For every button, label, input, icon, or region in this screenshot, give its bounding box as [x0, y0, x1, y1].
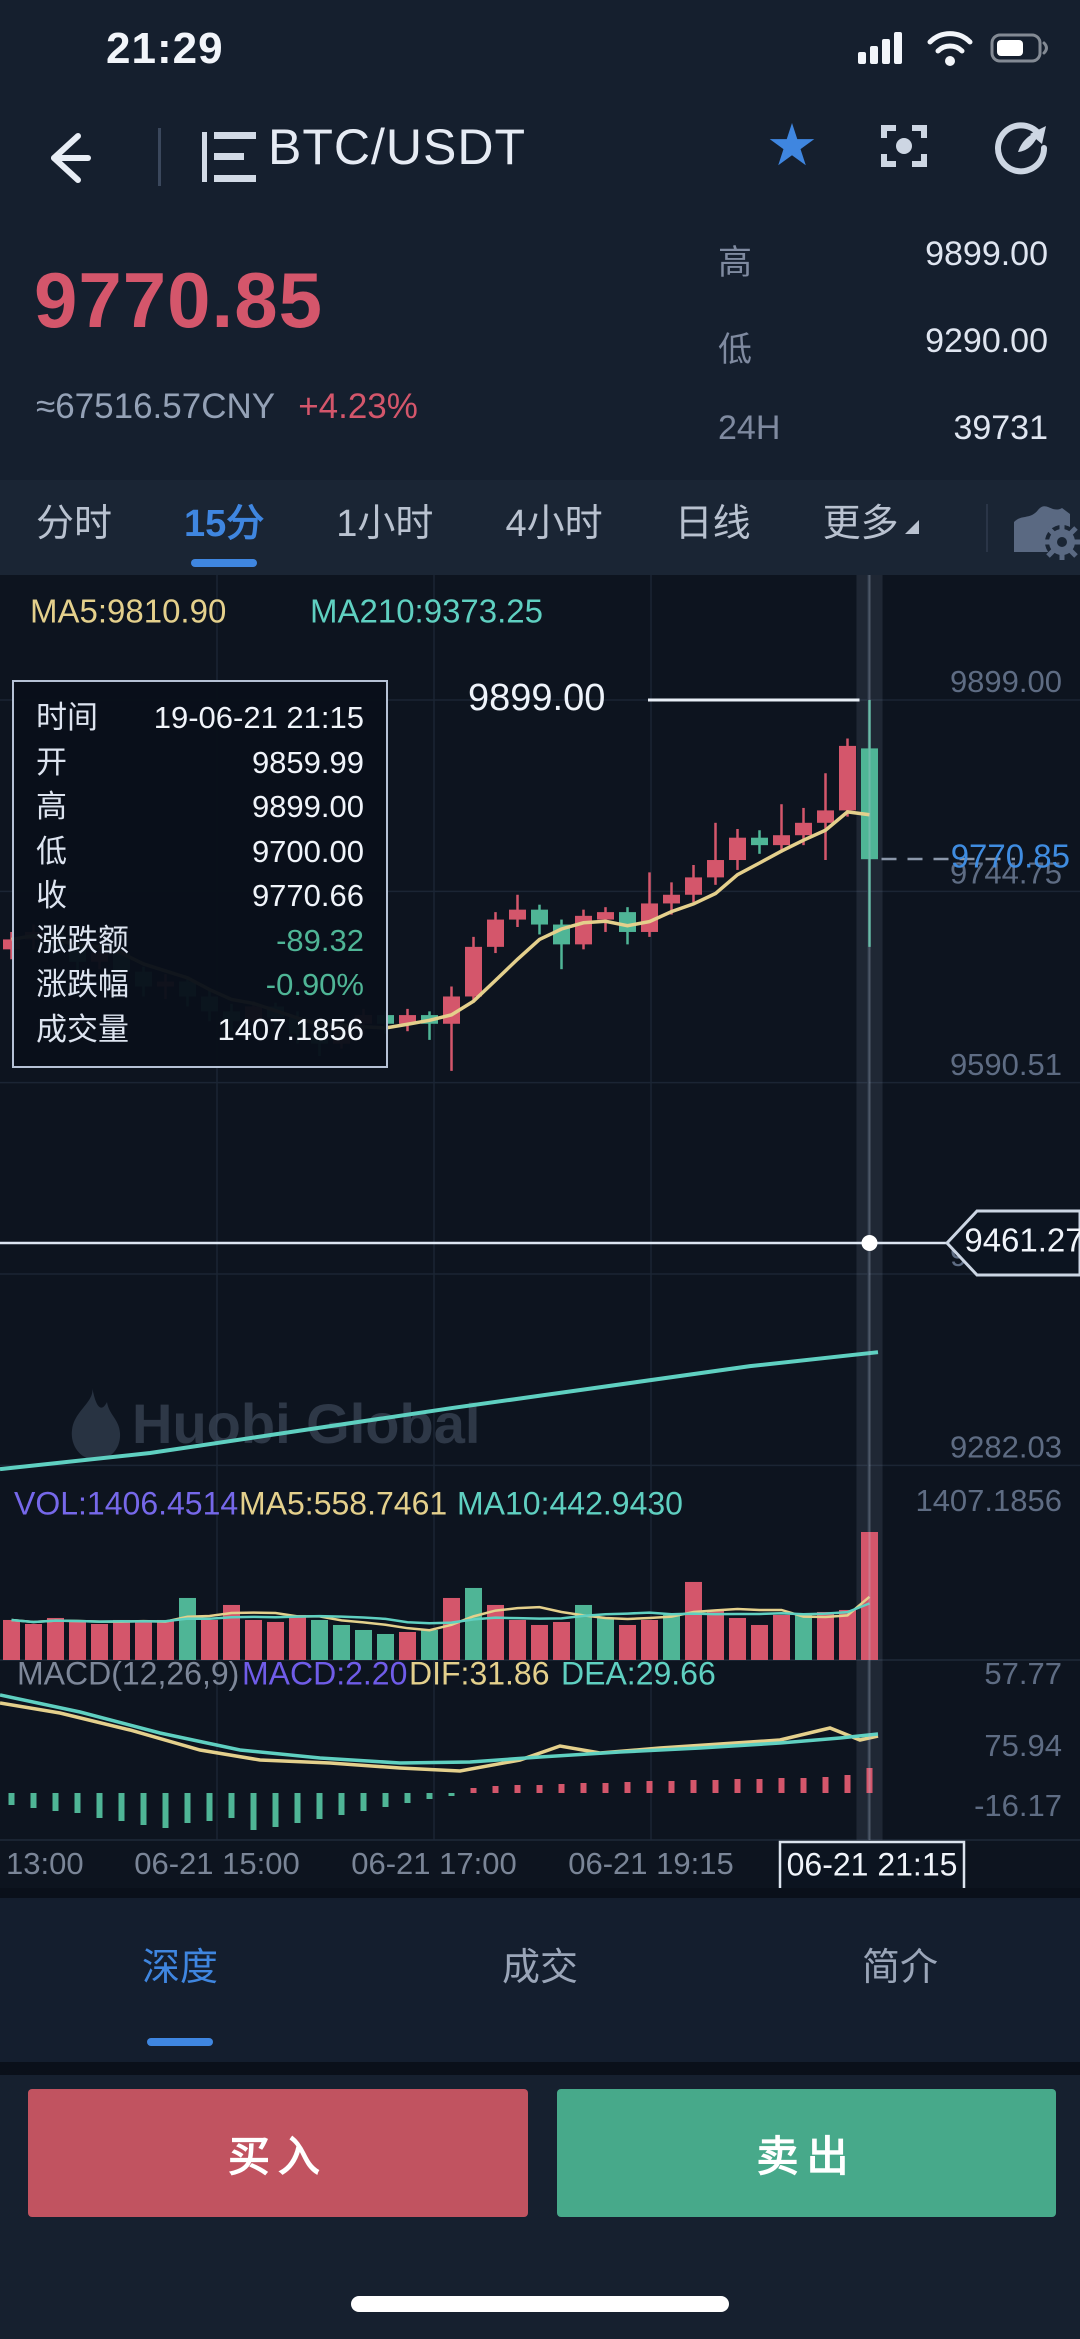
- tooltip-row: 时间 19-06-21 21:15: [36, 700, 364, 735]
- interval-tab-0[interactable]: 分时: [36, 503, 113, 545]
- bottom-tab-bar: 深度 成交 简介: [0, 1898, 1080, 2062]
- stat-row-0: 高 9899.00: [718, 235, 1048, 284]
- refresh-share-icon[interactable]: [990, 114, 1054, 178]
- tooltip-row: 涨跌幅 -0.90%: [36, 967, 364, 1003]
- stat-row-1: 低 9290.00: [718, 322, 1048, 371]
- svg-text:-16.17: -16.17: [974, 1788, 1062, 1823]
- interval-tab-5[interactable]: 更多: [787, 480, 955, 575]
- svg-text:VOL:1406.4514: VOL:1406.4514: [14, 1485, 238, 1521]
- svg-text:9899.00: 9899.00: [468, 677, 605, 719]
- change-percent: +4.23%: [298, 387, 418, 426]
- svg-text:MACD(12,26,9): MACD(12,26,9): [17, 1655, 239, 1691]
- stat-label: 24H: [718, 409, 781, 447]
- svg-text:06-21 21:15: 06-21 21:15: [787, 1846, 958, 1882]
- svg-text:MA5:558.7461: MA5:558.7461: [239, 1485, 447, 1521]
- svg-text:MA5:9810.90: MA5:9810.90: [30, 593, 226, 630]
- sell-button[interactable]: 卖出: [557, 2089, 1056, 2217]
- interval-tab-1[interactable]: 15分: [148, 480, 300, 575]
- stat-label: 高: [718, 244, 752, 282]
- stat-value: 39731: [953, 409, 1048, 447]
- crosshair: 9461.27: [0, 575, 1080, 1840]
- svg-text:9770.85: 9770.85: [951, 838, 1070, 875]
- status-bar: 21:29: [0, 0, 1080, 100]
- huobi-watermark: Huobi Global: [71, 1386, 480, 1460]
- fullscreen-scan-icon[interactable]: [872, 114, 936, 178]
- kline-chart[interactable]: Huobi Global 9899.00 9899.00 9744.75 9590.51…: [0, 575, 1080, 1892]
- interval-tab-2[interactable]: 1小时: [336, 503, 434, 545]
- svg-text:9461.27: 9461.27: [964, 1222, 1080, 1259]
- svg-text:57.77: 57.77: [984, 1656, 1062, 1691]
- tooltip-row: 低 9700.00: [36, 833, 364, 869]
- tabbar-divider: [986, 503, 988, 552]
- page-title[interactable]: BTC/USDT: [268, 119, 526, 175]
- header: BTC/USDT ★: [0, 100, 1080, 215]
- home-indicator[interactable]: [351, 2296, 729, 2312]
- svg-text:1407.1856: 1407.1856: [915, 1483, 1062, 1518]
- candle-tooltip: 时间 19-06-21 21:15 开 9859.99 高 9899.00 低 9700.00…: [12, 680, 388, 1068]
- current-price-label: 9770.85: [951, 838, 1070, 875]
- svg-text:06-21 15:00: 06-21 15:00: [134, 1846, 299, 1881]
- svg-text:DIF:31.86: DIF:31.86: [409, 1655, 550, 1691]
- macd-pane: [0, 1693, 879, 1830]
- svg-text:06-21 19:15: 06-21 19:15: [568, 1846, 733, 1881]
- signal-strength-icon: [858, 32, 902, 64]
- svg-text:9744.75: 9744.75: [950, 856, 1062, 891]
- interval-tab-bar: 分时 15分 1小时 4小时 日线 更多: [0, 480, 1080, 575]
- time-axis: 13:00 06-21 15:00 06-21 17:00 06-21 19:15 06…: [6, 1840, 966, 1892]
- svg-text:Huobi Global: Huobi Global: [132, 1392, 480, 1455]
- stat-value: 9899.00: [925, 235, 1048, 273]
- macd-labels: MACD(12,26,9) MACD:2.20 DIF:31.86 DEA:29.66…: [17, 1655, 1062, 1823]
- stat-label: 低: [718, 331, 752, 369]
- high-price-marker: 9899.00: [468, 677, 860, 719]
- bottom-tab-1[interactable]: 成交: [501, 1947, 578, 1989]
- market-list-icon[interactable]: [200, 130, 258, 184]
- crosshair-price-tag: [944, 1209, 1080, 1277]
- wifi-icon: [927, 31, 973, 66]
- tooltip-row: 成交量 1407.1856: [36, 1011, 364, 1047]
- svg-text:MACD:2.20: MACD:2.20: [242, 1655, 407, 1691]
- trade-bar: 买入 卖出: [0, 2075, 1080, 2339]
- back-button[interactable]: [36, 122, 106, 192]
- tooltip-row: 收 9770.66: [36, 878, 364, 914]
- interval-tab-3[interactable]: 4小时: [505, 503, 603, 545]
- svg-text:13:00: 13:00: [6, 1846, 84, 1881]
- interval-tab-4[interactable]: 日线: [674, 503, 751, 545]
- battery-icon: [990, 33, 1048, 63]
- dropdown-triangle-icon: [904, 520, 919, 534]
- header-divider: [158, 128, 161, 186]
- svg-text:DEA:29.66: DEA:29.66: [561, 1655, 716, 1691]
- favorite-star-icon[interactable]: ★: [766, 113, 818, 178]
- tooltip-row: 涨跌额 -89.32: [36, 922, 364, 958]
- svg-text:MA10:442.9430: MA10:442.9430: [457, 1485, 683, 1521]
- bottom-section: 深度 成交 简介: [0, 1888, 1080, 2075]
- stat-value: 9290.00: [925, 322, 1048, 360]
- status-time: 21:29: [106, 24, 224, 73]
- last-price: 9770.85: [34, 256, 323, 344]
- svg-text:9282.03: 9282.03: [950, 1430, 1062, 1465]
- stat-row-2: 24H 39731: [718, 409, 1048, 448]
- svg-text:9590.51: 9590.51: [950, 1047, 1062, 1082]
- tooltip-row: 高 9899.00: [36, 789, 364, 825]
- fiat-value: ≈67516.57CNY: [36, 387, 275, 426]
- volume-labels: VOL:1406.4514 MA5:558.7461 MA10:442.9430 14…: [14, 1483, 1062, 1521]
- bottom-tab-0[interactable]: 深度: [0, 1898, 360, 2062]
- bottom-tab-2[interactable]: 简介: [861, 1947, 938, 1989]
- svg-text:75.94: 75.94: [984, 1728, 1062, 1763]
- svg-text:9899.00: 9899.00: [950, 664, 1062, 699]
- svg-text:MA210:9373.25: MA210:9373.25: [310, 593, 543, 630]
- ma210-line: [0, 1350, 879, 1472]
- stats-column: 高 9899.00 低 9290.00 24H 39731: [718, 235, 1048, 486]
- volume-pane: [3, 1531, 878, 1660]
- tooltip-row: 开 9859.99: [36, 744, 364, 780]
- svg-text:06-21 17:00: 06-21 17:00: [351, 1846, 516, 1881]
- chart-settings-icon[interactable]: [1006, 496, 1080, 560]
- ma-overlay-labels: MA5:9810.90 MA210:9373.25: [30, 593, 543, 630]
- buy-button[interactable]: 买入: [28, 2089, 528, 2217]
- price-panel: 9770.85 ≈67516.57CNY +4.23% 高 9899.00 低 929…: [0, 215, 1080, 480]
